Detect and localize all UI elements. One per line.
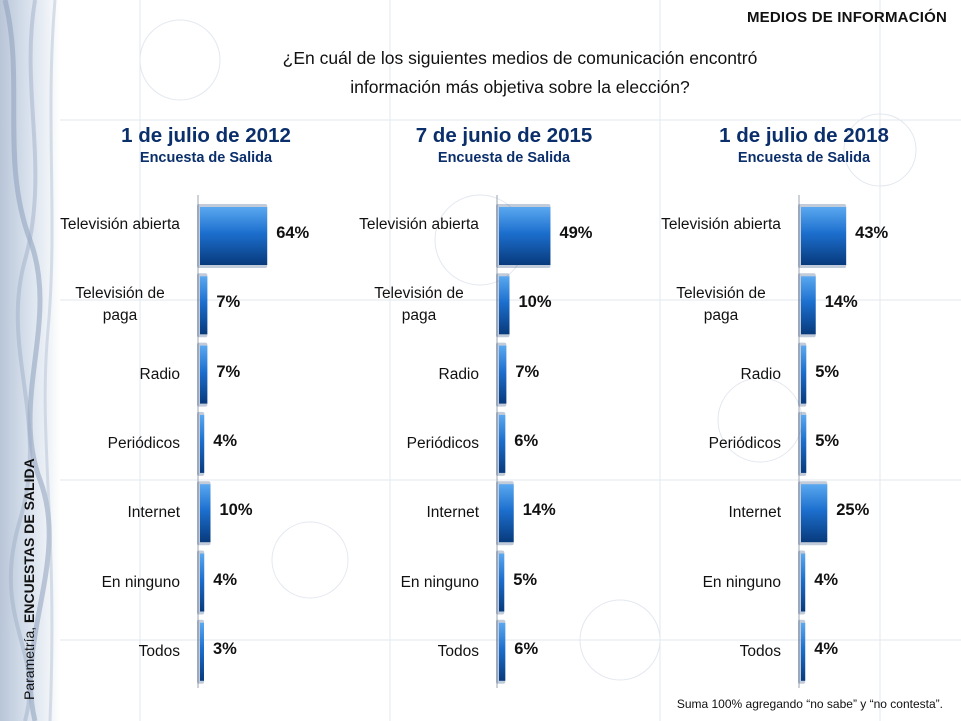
chart-subtitle: Encuesta de Salida xyxy=(737,150,871,166)
bar xyxy=(499,622,506,681)
value-label: 7% xyxy=(515,362,540,381)
question-line-1: ¿En cuál de los siguientes medios de com… xyxy=(282,48,758,68)
chart-title: 1 de julio de 2012 xyxy=(121,124,291,147)
value-label: 4% xyxy=(213,431,238,450)
bar xyxy=(499,276,510,335)
decorative-vein-pattern xyxy=(2,0,57,721)
bar xyxy=(200,484,211,543)
value-label: 10% xyxy=(518,293,552,312)
category-label: Televisión de paga xyxy=(374,285,464,325)
chart-subtitle: Encuesta de Salida xyxy=(437,150,571,166)
value-label: 7% xyxy=(216,293,241,312)
bar xyxy=(499,345,507,404)
value-label: 64% xyxy=(276,224,310,242)
bar xyxy=(200,276,208,335)
bar xyxy=(801,207,847,265)
category-label: Radio xyxy=(139,365,181,383)
bar xyxy=(499,553,505,612)
category-label: Internet xyxy=(127,504,180,522)
value-label: 4% xyxy=(814,639,839,658)
category-label: En ninguno xyxy=(101,573,180,591)
value-label: 14% xyxy=(824,293,858,312)
category-label: Todos xyxy=(739,642,781,660)
value-label: 14% xyxy=(522,501,556,520)
category-label: En ninguno xyxy=(400,573,479,591)
decorative-watermark-grid xyxy=(60,0,961,721)
value-label: 3% xyxy=(213,639,237,658)
bar xyxy=(499,207,551,265)
panel-title-2: 7 de junio de 2015 Encuesta de Salida xyxy=(364,124,644,168)
chart-title: 1 de julio de 2018 xyxy=(719,124,889,147)
category-label: Televisión de paga xyxy=(75,285,165,325)
bar xyxy=(200,207,268,265)
value-label: 49% xyxy=(559,224,593,242)
category-label: Radio xyxy=(438,365,480,383)
category-label: Televisión abierta xyxy=(359,216,479,233)
category-label: En ninguno xyxy=(702,573,781,591)
question-line-2: información más objetiva sobre la elecci… xyxy=(350,77,690,97)
panel-title-1: 1 de julio de 2012 Encuesta de Salida xyxy=(66,124,346,168)
category-label: Radio xyxy=(740,365,782,383)
value-label: 4% xyxy=(814,570,839,589)
category-label: Televisión de paga xyxy=(676,285,766,325)
value-label: 10% xyxy=(219,501,253,520)
value-label: 4% xyxy=(213,570,238,589)
category-label: Internet xyxy=(426,504,479,522)
chart-subtitle: Encuesta de Salida xyxy=(139,150,273,166)
bar xyxy=(499,484,514,543)
value-label: 5% xyxy=(815,431,840,450)
bar xyxy=(801,484,828,543)
category-label: Periódicos xyxy=(107,434,180,452)
bar xyxy=(801,345,807,404)
category-label: Todos xyxy=(138,642,180,660)
bar xyxy=(200,622,204,681)
value-label: 5% xyxy=(815,362,840,381)
value-label: 25% xyxy=(836,501,870,520)
category-label: Periódicos xyxy=(406,434,479,452)
bar xyxy=(200,553,205,612)
bar xyxy=(801,553,806,612)
category-label: Televisión abierta xyxy=(60,216,180,233)
bar xyxy=(801,276,816,335)
chart-title: 7 de junio de 2015 xyxy=(415,124,593,147)
question-text: ¿En cuál de los siguientes medios de com… xyxy=(200,44,840,102)
decorative-side-band xyxy=(0,0,60,721)
value-label: 7% xyxy=(216,362,241,381)
category-label: Periódicos xyxy=(708,434,781,452)
category-label: Todos xyxy=(437,642,479,660)
panel-title-3: 1 de julio de 2018 Encuesta de Salida xyxy=(664,124,944,168)
value-label: 6% xyxy=(514,639,539,658)
bar xyxy=(801,414,807,473)
section-tag: MEDIOS DE INFORMACIÓN xyxy=(746,9,947,26)
value-label: 5% xyxy=(513,570,538,589)
category-label: Internet xyxy=(728,504,781,522)
category-label: Televisión abierta xyxy=(661,216,781,233)
bar xyxy=(200,345,208,404)
value-label: 6% xyxy=(514,431,539,450)
bar xyxy=(499,414,506,473)
bar xyxy=(801,622,806,681)
value-label: 43% xyxy=(855,224,889,242)
bar xyxy=(200,414,205,473)
footnote: Suma 100% agregando “no sabe” y “no cont… xyxy=(676,697,943,711)
